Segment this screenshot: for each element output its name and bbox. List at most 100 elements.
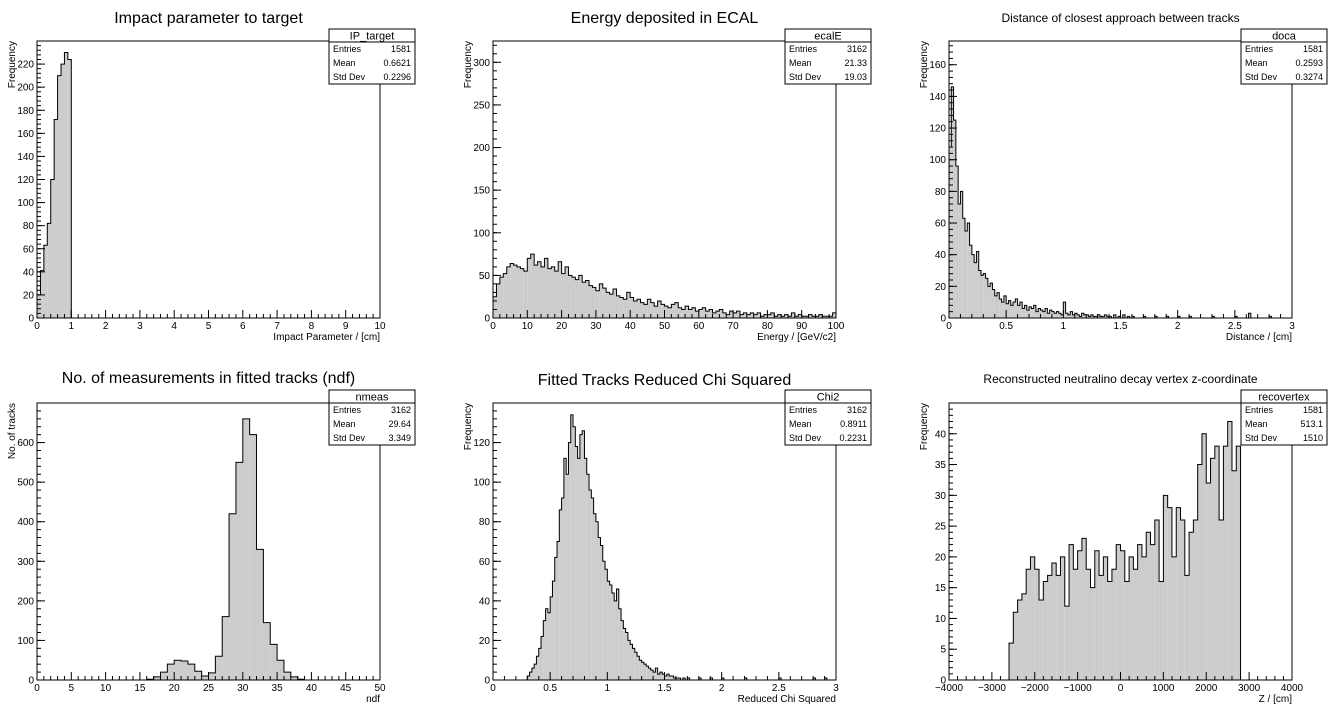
stats-row-key: Entries: [1245, 405, 1274, 415]
histogram-bar: [602, 561, 606, 680]
histogram-bar: [1056, 311, 1059, 318]
histogram-bar: [1106, 316, 1110, 318]
x-tick-label: 9: [343, 321, 349, 332]
chart-title: Distance of closest approach between tra…: [1001, 11, 1239, 25]
x-tick-label: 5: [206, 321, 212, 332]
histogram-bar: [669, 676, 672, 680]
histogram-bar: [586, 474, 590, 680]
stats-row-value: 3.349: [388, 433, 411, 443]
histogram-bar: [674, 302, 679, 318]
histogram-panel-5: Fitted Tracks Reduced Chi Squared 0 0.5 1 1.…: [463, 372, 872, 705]
histogram-bar: [537, 261, 542, 318]
histogram-bar: [774, 316, 778, 318]
histogram-bar: [1189, 316, 1192, 318]
histogram-bar: [499, 277, 504, 318]
histogram-bar: [541, 266, 545, 318]
histogram-bar: [561, 497, 564, 680]
histogram-bar: [650, 670, 654, 680]
histogram-bar: [801, 316, 806, 318]
stats-row-key: Mean: [333, 419, 356, 429]
histogram-bar: [640, 302, 644, 318]
histogram-bar: [607, 581, 610, 680]
y-tick-label: 30: [935, 491, 947, 502]
stats-row-key: Entries: [333, 44, 362, 54]
y-tick-label: 160: [929, 60, 946, 71]
histogram-bar: [994, 295, 998, 318]
y-tick-label: 80: [935, 187, 947, 198]
histogram-bar: [958, 204, 961, 318]
y-tick-label: 140: [17, 152, 34, 163]
histogram-bar: [1107, 581, 1112, 680]
histogram-bar: [270, 644, 278, 680]
y-tick-label: 100: [17, 636, 34, 647]
histogram-bar: [547, 268, 552, 318]
histogram-bar: [545, 608, 548, 680]
histogram-bar: [824, 678, 827, 680]
histogram-bar: [671, 304, 675, 318]
histogram-bar: [621, 620, 624, 680]
histogram-bar: [787, 316, 792, 318]
histogram-bar: [678, 307, 682, 318]
histogram-bar: [1090, 587, 1095, 680]
y-tick-label: 0: [484, 676, 490, 687]
x-tick-label: 1000: [1152, 683, 1175, 694]
y-tick-label: 10: [935, 614, 947, 625]
histogram-bar: [630, 297, 634, 318]
histogram-bar: [974, 262, 977, 318]
histogram-bar: [249, 434, 257, 680]
histogram-bar: [626, 292, 631, 318]
x-tick-label: −4000: [935, 683, 964, 694]
histogram-outline: [526, 414, 828, 680]
histogram-bar: [618, 608, 622, 680]
histogram-bar: [641, 662, 644, 680]
histogram-bar: [496, 283, 500, 318]
x-tick-label: 45: [340, 683, 352, 694]
histogram-bar: [541, 636, 544, 680]
histogram-bar: [523, 271, 528, 318]
stats-box-frame: [1240, 28, 1328, 85]
histogram-bar: [554, 557, 558, 680]
histogram-bar: [1184, 575, 1190, 680]
histogram-bar: [527, 258, 531, 318]
histogram-bar: [962, 218, 966, 318]
histogram-bar: [753, 314, 758, 318]
histogram-bar: [1039, 599, 1044, 680]
histogram-bar: [1061, 314, 1064, 318]
histogram-bar: [726, 314, 730, 318]
histogram-bar: [1231, 470, 1237, 680]
stats-row-key: Entries: [789, 405, 818, 415]
histogram-bar: [1197, 464, 1202, 680]
histogram-bar: [1234, 316, 1238, 318]
histogram-bar: [1074, 313, 1078, 318]
histogram-bar: [951, 86, 954, 318]
y-tick-label: 160: [17, 129, 34, 140]
histogram-bar: [1133, 569, 1138, 680]
histogram-bar: [543, 620, 546, 680]
x-tick-label: 90: [796, 321, 808, 332]
y-tick-label: 60: [935, 219, 947, 230]
histogram-bar: [657, 674, 660, 680]
histogram-bar: [815, 316, 819, 318]
x-tick-label: 2: [1175, 321, 1181, 332]
x-axis-label: ndf: [366, 694, 380, 705]
histogram-bar: [637, 656, 640, 680]
histogram-panel-4: No. of measurements in fitted tracks (nd…: [7, 370, 416, 705]
histogram-bar: [1040, 310, 1043, 318]
histogram-bar: [623, 628, 626, 680]
histogram-bar: [736, 311, 740, 318]
histogram-bars: [37, 52, 72, 319]
histogram-bar: [1146, 532, 1151, 680]
histogram-bar: [61, 64, 65, 318]
x-axis-label: Impact Parameter / [cm]: [273, 332, 380, 343]
y-axis-label: Frequency: [7, 41, 18, 88]
histogram-bar: [1102, 316, 1105, 318]
histogram-bar: [201, 676, 209, 680]
histogram-bar: [1113, 314, 1116, 318]
histogram-bar: [538, 648, 542, 680]
histogram-bar: [822, 316, 826, 318]
histogram-bar: [534, 265, 538, 318]
histogram-bar: [1064, 606, 1070, 680]
stats-row-key: Std Dev: [789, 433, 822, 443]
histogram-bar: [1043, 581, 1048, 680]
